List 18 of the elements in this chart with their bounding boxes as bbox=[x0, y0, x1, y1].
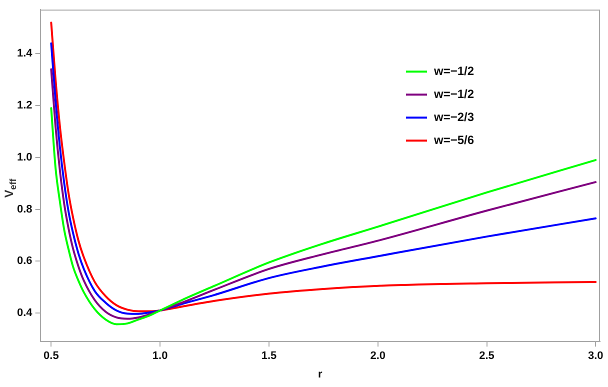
y-tick-label: 1.4 bbox=[16, 48, 34, 60]
x-tick-label: 1.0 bbox=[152, 350, 168, 362]
x-tick-label: 2.5 bbox=[479, 350, 494, 362]
y-tick-label: 0.4 bbox=[16, 307, 34, 320]
y-tick-label: 1.0 bbox=[16, 151, 32, 164]
legend-label: w=−2/3 bbox=[433, 110, 474, 124]
y-tick-label: 1.2 bbox=[16, 100, 32, 112]
y-tick-label: 0.8 bbox=[16, 203, 32, 216]
x-tick-label: 3.0 bbox=[588, 350, 604, 362]
line-series bbox=[50, 107, 597, 326]
x-axis-title: r bbox=[318, 368, 324, 380]
legend-label: w=−1/2 bbox=[433, 86, 474, 101]
x-tick-label: 0.5 bbox=[44, 350, 59, 362]
x-tick-label: 2.0 bbox=[370, 350, 386, 362]
legend-label: w=−1/2 bbox=[433, 64, 474, 78]
legend-label: w=−5/6 bbox=[433, 132, 474, 147]
x-tick-label: 1.5 bbox=[261, 350, 277, 362]
y-tick-label: 0.6 bbox=[16, 255, 32, 268]
